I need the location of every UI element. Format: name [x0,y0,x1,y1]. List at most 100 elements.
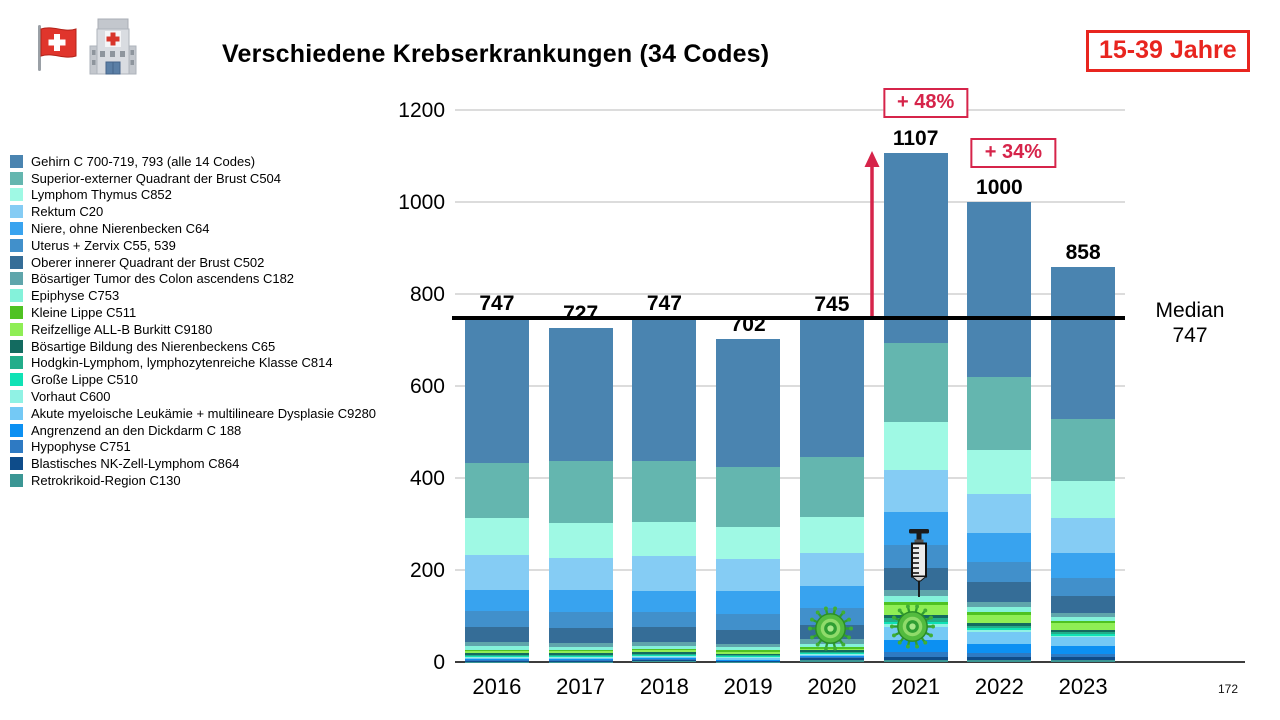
bar-segment [464,653,529,655]
x-axis-line [455,661,1245,663]
bar-segment [464,627,529,643]
annotation-2022: + 34% [970,138,1057,168]
bar-segment [967,607,1032,612]
bar-segment [1051,623,1116,630]
x-axis-label: 2021 [891,674,941,699]
y-axis-tick-label: 1200 [398,99,445,122]
legend-item: Vorhaut C600 [10,388,376,405]
median-line [452,316,1125,321]
median-label: Median 747 [1138,298,1242,348]
page-title: Verschiedene Krebserkrankungen (34 Codes… [222,40,770,68]
bar-segment [1051,632,1116,635]
median-title: Median [1155,299,1225,322]
bar-segment [1051,635,1116,638]
bar-segment [1051,646,1116,654]
bar-segment [716,339,781,467]
legend-swatch [10,188,23,202]
legend-label: Große Lippe C510 [31,372,138,388]
legend-item: Reifzellige ALL-B Burkitt C9180 [10,321,376,338]
bar-segment [632,318,697,461]
legend-label: Akute myeloische Leukämie + multilineare… [31,405,377,421]
bar-segment [967,601,1032,608]
bar-segment [464,610,529,628]
bar-segment [632,659,697,661]
bar-segment [548,656,613,658]
bar-segment [464,518,529,555]
legend-swatch [10,272,23,286]
legend-label: Bösartige Bildung des Nierenbeckens C65 [31,338,276,354]
bar-segment [716,650,781,652]
bar-segment [548,660,613,662]
bar-segment [883,152,948,344]
bar-segment [548,589,613,612]
legend-item: Uterus + Zervix C55, 539 [10,237,376,254]
bar-segment [1051,629,1116,633]
bar-segment [967,533,1032,562]
legend-item: Hodgkin-Lymphom, lymphozytenreiche Klass… [10,355,376,372]
legend-swatch [10,423,23,437]
bar-segment [799,651,864,654]
bar-segment [1051,612,1116,618]
age-badge: 15-39 Jahre [1086,30,1250,72]
bar-segment [716,466,781,528]
bar-segment [883,596,948,602]
bar-segment [1051,637,1116,647]
bar-segment [883,601,948,606]
legend-item: Angrenzend an den Dickdarm C 188 [10,422,376,439]
bar-segment [548,654,613,656]
page-number: 172 [1218,682,1239,696]
bar-segment [1051,518,1116,553]
bar-segment [716,590,781,614]
legend-swatch [10,474,23,488]
bar-segment [883,512,948,545]
bar-segment [1051,481,1116,518]
bar-segment [464,651,529,654]
legend-swatch [10,356,23,370]
x-axis-label: 2016 [472,674,522,699]
bar-segment [967,622,1032,626]
bar-2017 [548,327,613,662]
legend-label: Gehirn C 700-719, 793 (alle 14 Codes) [31,153,256,169]
median-value: 747 [1172,324,1208,347]
bar-segment [716,559,781,591]
bar-segment [799,656,864,658]
bar-segment [967,630,1032,633]
bar-segment [548,651,613,654]
bar-segment [1051,621,1116,624]
hospital-icon [89,18,137,75]
gridline [455,109,1125,111]
legend-label: Epiphyse C753 [31,288,120,304]
chart-legend: Gehirn C 700-719, 793 (alle 14 Codes) Sup… [10,153,376,489]
bar-segment [464,646,529,651]
legend-item: Epiphyse C753 [10,287,376,304]
bar-value-label: 858 [1065,241,1101,265]
bar-segment [548,659,613,661]
legend-label: Bösartiger Tumor des Colon ascendens C18… [31,271,295,287]
x-axis-label: 2020 [807,674,857,699]
bar-segment [548,460,613,524]
x-axis-label: 2019 [723,674,773,699]
legend-item: Hypophyse C751 [10,439,376,456]
legend-swatch [10,339,23,353]
bar-segment [632,556,697,592]
virus-icon [889,603,936,655]
bar-segment [1051,634,1116,636]
legend-label: Reifzellige ALL-B Burkitt C9180 [31,321,213,337]
legend-item: Blastisches NK-Zell-Lymphom C864 [10,455,376,472]
bar-segment [716,659,781,661]
bar-segment [632,645,697,650]
bar-segment [716,651,781,654]
y-axis-tick-label: 400 [409,467,445,490]
bar-segment [548,646,613,651]
bar-segment [799,552,864,587]
bar-segment [967,494,1032,534]
bar-segment [632,656,697,659]
bar-segment [716,655,781,657]
bar-segment [967,625,1032,629]
bar-segment [464,650,529,652]
bar-segment [967,202,1032,377]
legend-label: Angrenzend an den Dickdarm C 188 [31,422,242,438]
increase-arrow-icon [864,151,880,317]
bar-segment [548,327,613,461]
legend-item: Superior-externer Quadrant der Brust C50… [10,170,376,187]
